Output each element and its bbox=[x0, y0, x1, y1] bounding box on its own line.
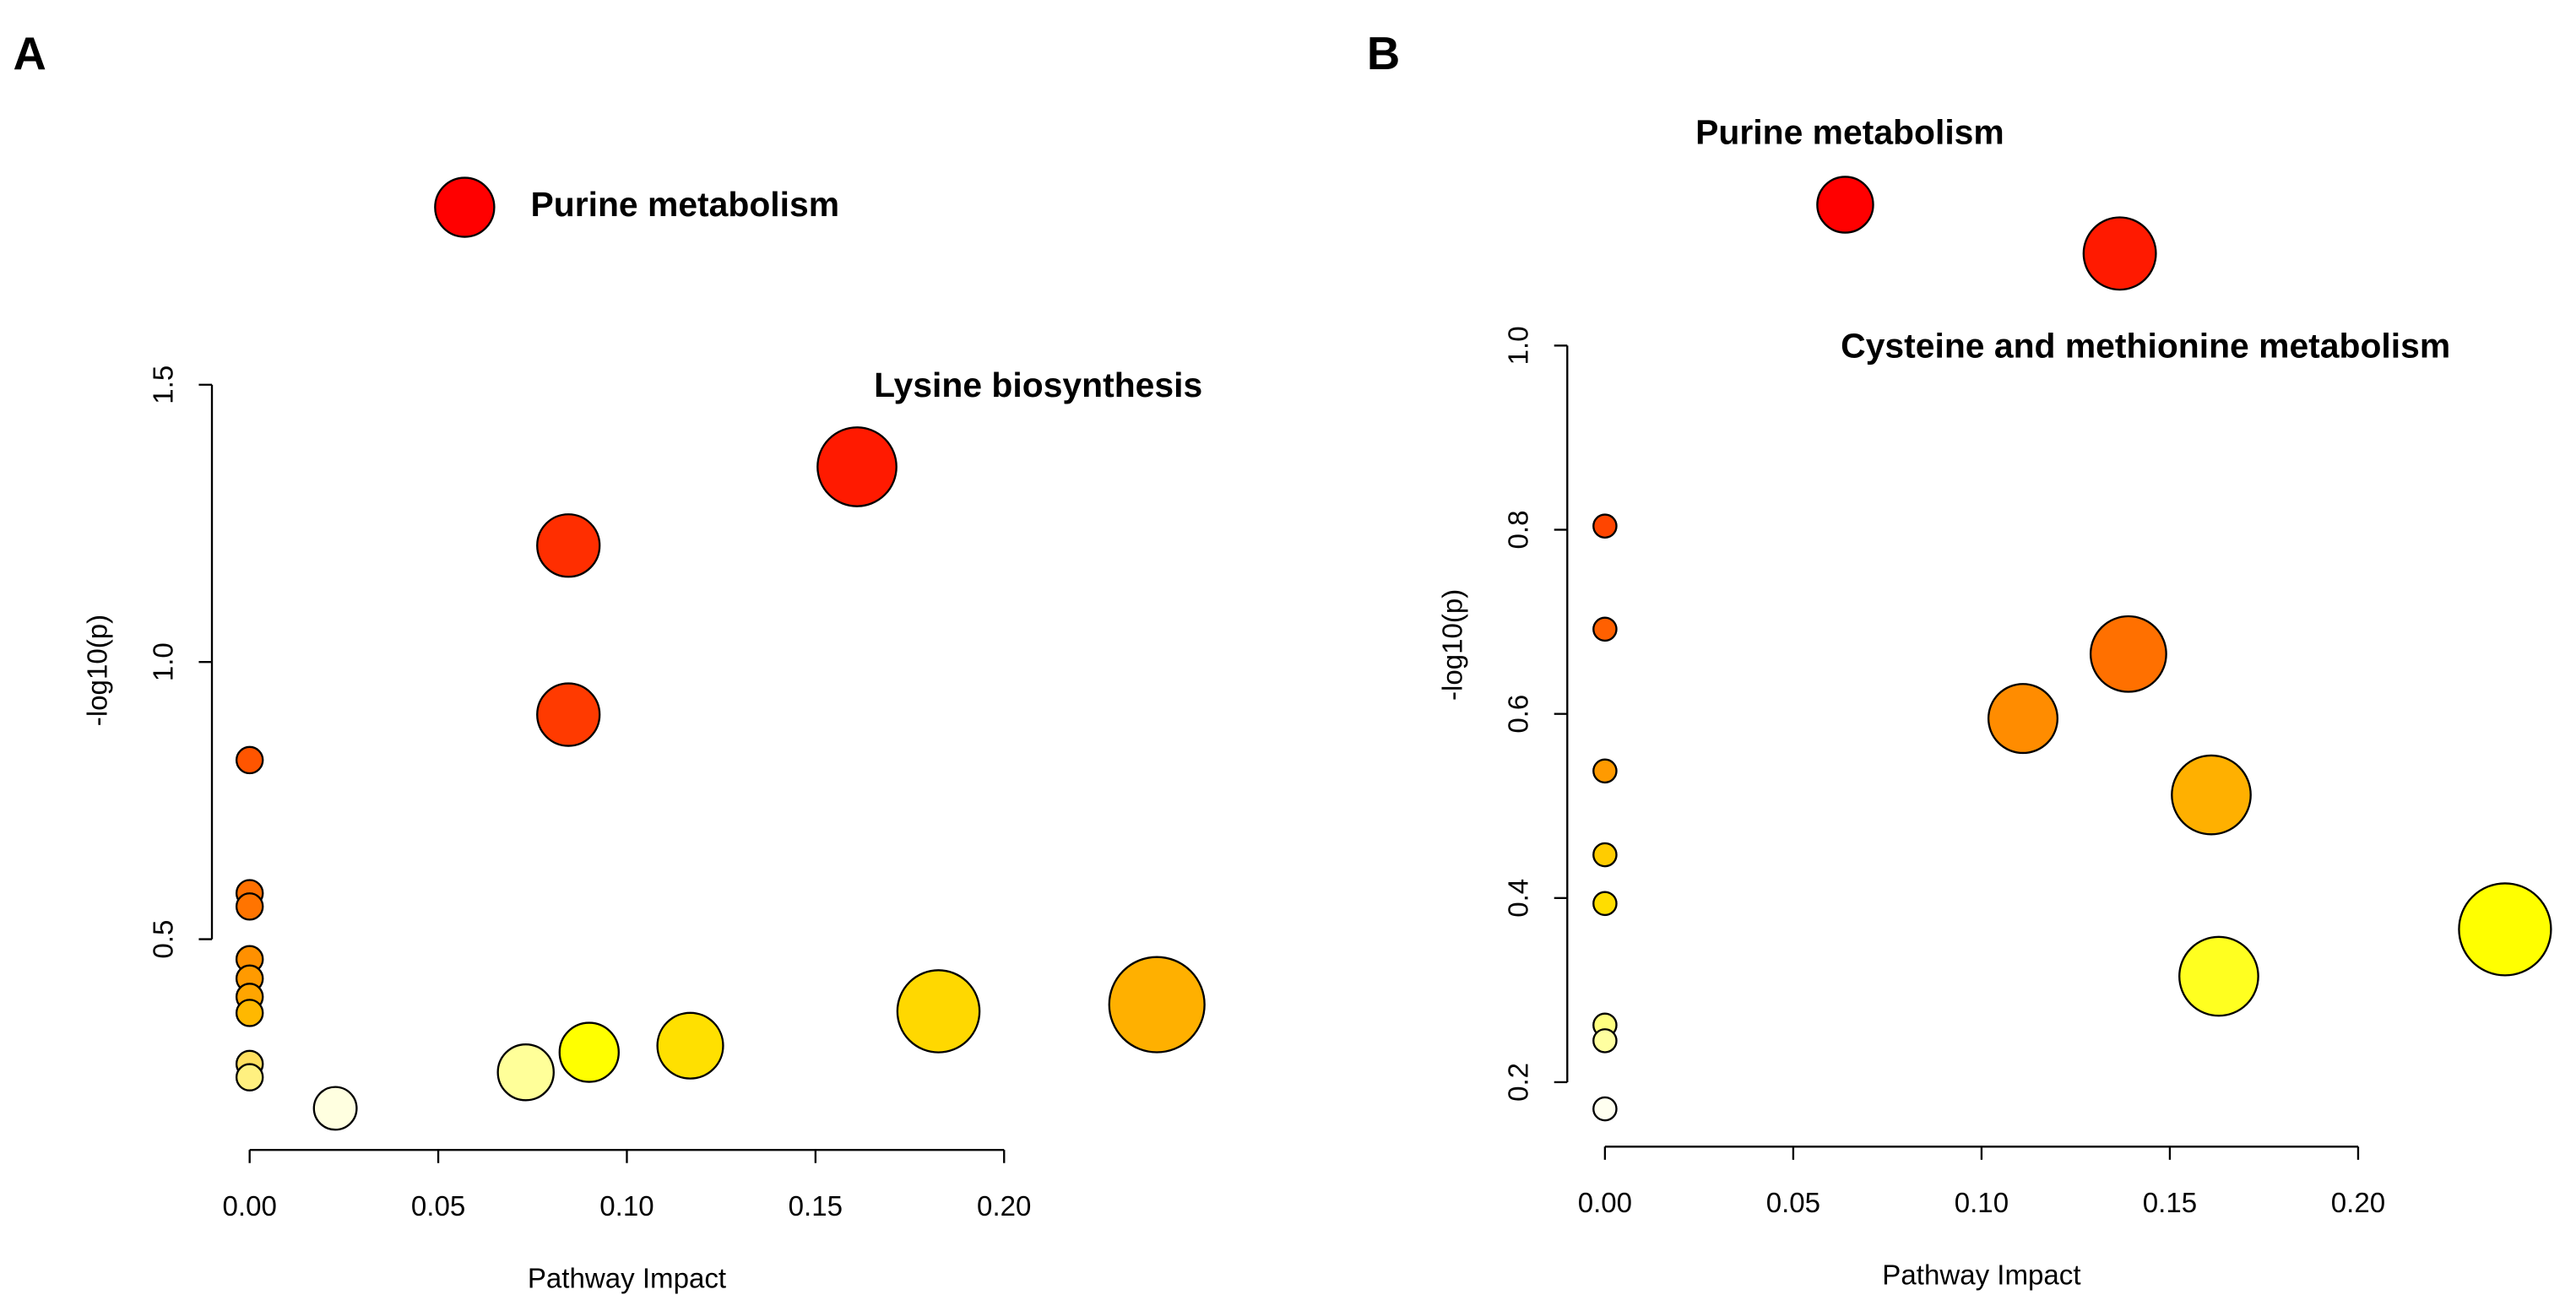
x-tick-label: 0.05 bbox=[411, 1191, 465, 1222]
point bbox=[2082, 216, 2157, 291]
x-axis-title: Pathway Impact bbox=[1882, 1260, 2080, 1292]
y-tick-label: 0.5 bbox=[148, 920, 179, 959]
point bbox=[1592, 616, 1618, 642]
point bbox=[2089, 615, 2167, 693]
y-axis-title: -log10(p) bbox=[82, 615, 113, 726]
y-tick-label: 1.5 bbox=[148, 366, 179, 404]
point bbox=[1816, 176, 1874, 234]
point bbox=[434, 176, 496, 238]
x-tick-label: 0.20 bbox=[2331, 1188, 2385, 1219]
panel-label: A bbox=[14, 28, 46, 79]
panel-label: B bbox=[1367, 28, 1400, 79]
point bbox=[235, 1063, 264, 1092]
y-tick-label: 0.8 bbox=[1504, 511, 1535, 550]
point bbox=[1592, 842, 1618, 868]
y-tick-label: 0.6 bbox=[1504, 695, 1535, 734]
point bbox=[656, 1011, 724, 1080]
point bbox=[2171, 754, 2252, 836]
y-tick-label: 0.4 bbox=[1504, 879, 1535, 918]
x-tick-label: 0.05 bbox=[1766, 1188, 1820, 1219]
point bbox=[1987, 683, 2059, 755]
y-tick-label: 1.0 bbox=[148, 642, 179, 681]
x-axis-title: Pathway Impact bbox=[528, 1264, 726, 1295]
x-tick-label: 0.20 bbox=[977, 1191, 1031, 1222]
point bbox=[2458, 882, 2552, 977]
point bbox=[235, 745, 264, 775]
annotation: Purine metabolism bbox=[530, 185, 839, 224]
x-tick-label: 0.10 bbox=[599, 1191, 653, 1222]
y-tick-label: 1.0 bbox=[1504, 326, 1535, 365]
point bbox=[235, 999, 264, 1027]
y-axis-title: -log10(p) bbox=[1438, 589, 1469, 701]
point bbox=[1592, 513, 1618, 539]
point bbox=[536, 513, 601, 578]
point bbox=[896, 969, 981, 1054]
point bbox=[312, 1086, 358, 1131]
annotation: Cysteine and methionine metabolism bbox=[1841, 326, 2450, 365]
point bbox=[1592, 1028, 1618, 1054]
annotation: Purine metabolism bbox=[1695, 112, 2004, 151]
x-tick-label: 0.15 bbox=[2143, 1188, 2197, 1219]
point bbox=[496, 1043, 555, 1102]
y-tick-label: 0.2 bbox=[1504, 1063, 1535, 1102]
point bbox=[1108, 956, 1206, 1054]
x-tick-label: 0.00 bbox=[1578, 1188, 1632, 1219]
point bbox=[816, 426, 898, 507]
point bbox=[1592, 1096, 1618, 1122]
x-tick-label: 0.00 bbox=[223, 1191, 277, 1222]
x-tick-label: 0.10 bbox=[1955, 1188, 2009, 1219]
point bbox=[536, 682, 601, 747]
point bbox=[1592, 758, 1618, 784]
x-tick-label: 0.15 bbox=[789, 1191, 843, 1222]
point bbox=[235, 892, 264, 921]
point bbox=[558, 1021, 620, 1083]
point bbox=[2178, 935, 2259, 1017]
point bbox=[1592, 891, 1618, 917]
annotation: Lysine biosynthesis bbox=[874, 366, 1202, 404]
